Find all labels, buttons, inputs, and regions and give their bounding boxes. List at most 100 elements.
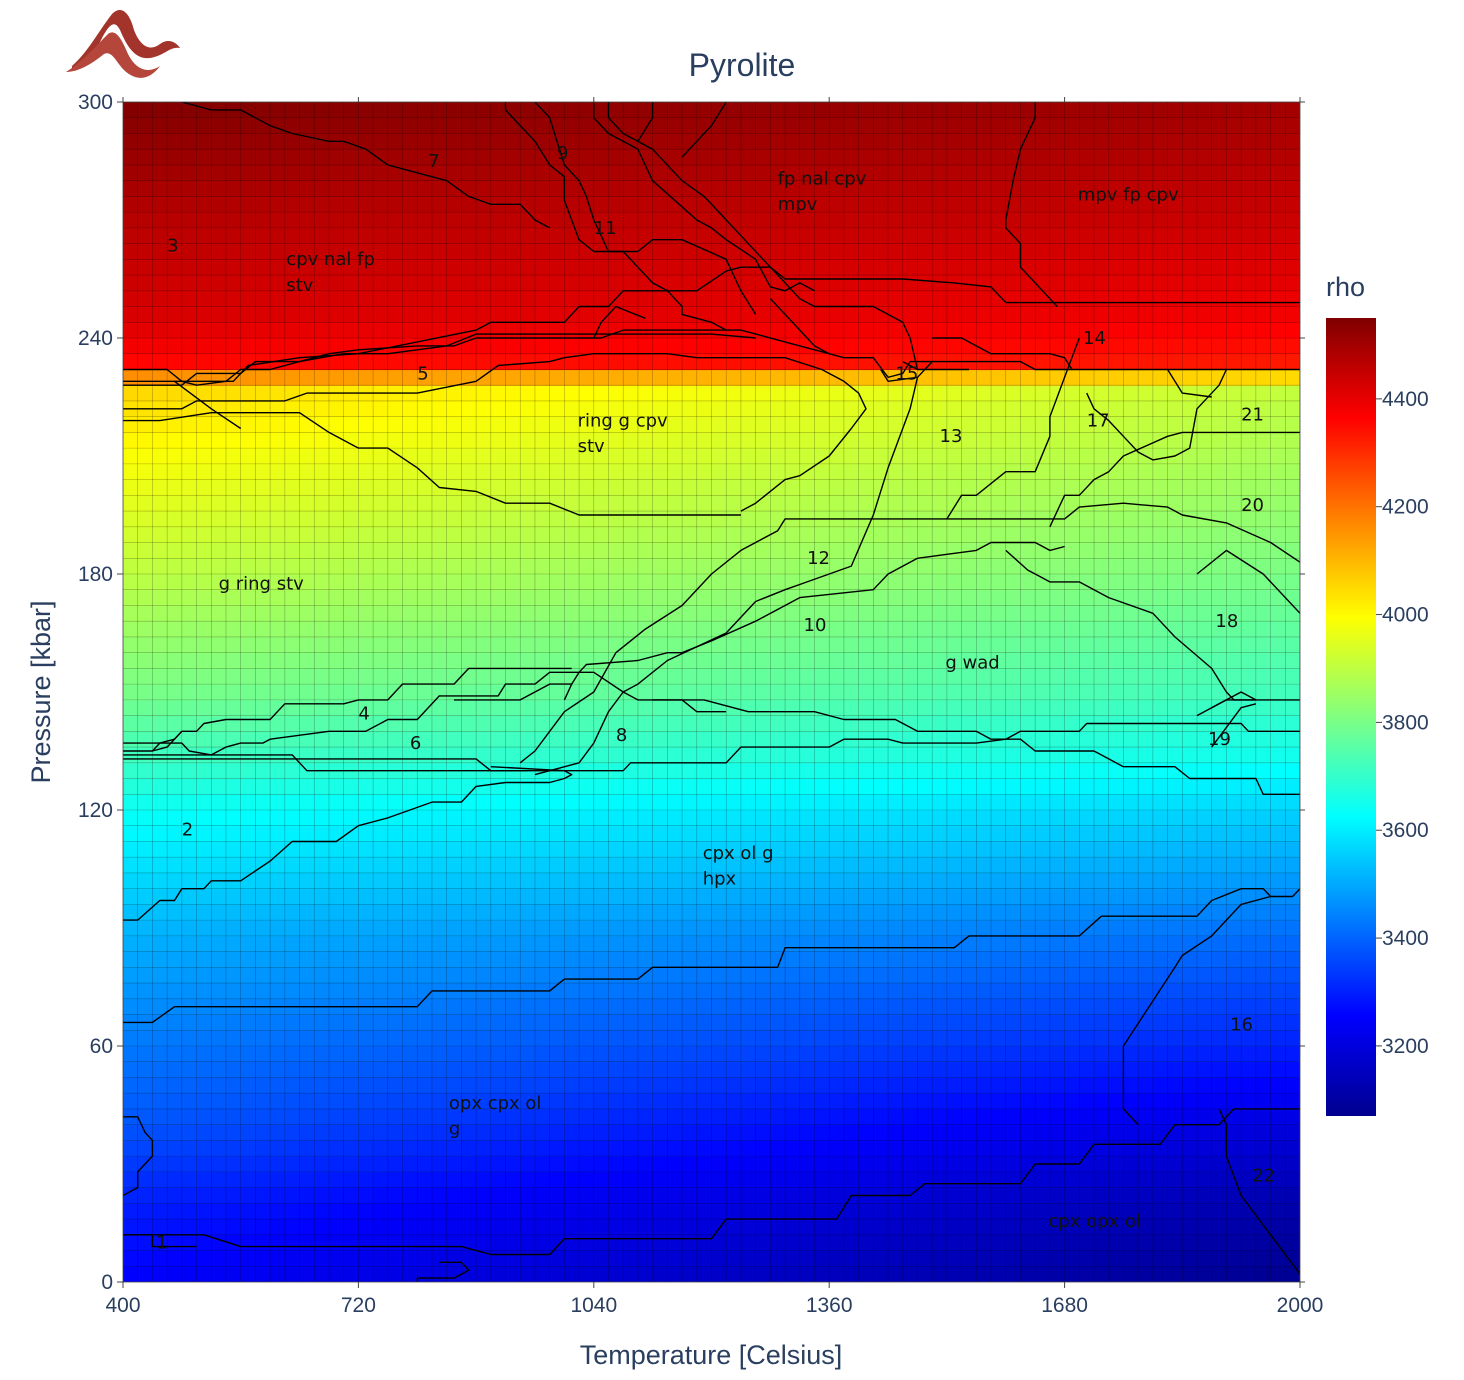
- heat-cell: [505, 243, 521, 260]
- heat-cell: [1064, 1108, 1080, 1126]
- heat-cell: [343, 416, 359, 433]
- heat-cell: [181, 212, 198, 229]
- heat-cell: [196, 353, 212, 371]
- heat-cell: [1005, 668, 1022, 685]
- heat-cell: [623, 259, 639, 276]
- heat-cell: [534, 1124, 551, 1141]
- heat-cell: [829, 967, 845, 984]
- heat-cell: [152, 872, 168, 890]
- heat-cell: [608, 715, 624, 732]
- heat-cell: [593, 1124, 610, 1141]
- heat-cell: [123, 290, 139, 308]
- heat-cell: [196, 778, 212, 795]
- heat-cell: [1064, 400, 1080, 418]
- heat-cell: [196, 904, 212, 921]
- heat-cell: [446, 605, 462, 622]
- heat-cell: [667, 998, 683, 1016]
- heat-cell: [755, 353, 771, 371]
- heat-cell: [358, 1030, 374, 1047]
- heat-cell: [1035, 338, 1051, 355]
- heat-cell: [137, 857, 154, 874]
- heat-cell: [623, 684, 639, 701]
- heat-cell: [667, 621, 683, 638]
- heat-cell: [682, 1124, 698, 1141]
- heat-cell: [314, 1234, 330, 1252]
- heat-cell: [387, 1014, 404, 1031]
- heat-cell: [902, 1030, 919, 1047]
- heat-cell: [858, 1203, 874, 1220]
- heat-cell: [1079, 935, 1095, 953]
- heat-cell: [284, 699, 301, 717]
- heat-cell: [137, 102, 154, 119]
- heat-cell: [446, 102, 462, 119]
- heat-cell: [682, 432, 698, 449]
- heat-cell: [917, 920, 933, 937]
- heat-cell: [137, 951, 154, 968]
- heat-cell: [785, 432, 801, 449]
- heat-cell: [1079, 652, 1095, 669]
- heat-cell: [152, 259, 168, 276]
- heat-cell: [123, 275, 139, 292]
- heat-cell: [946, 778, 963, 795]
- heat-cell: [976, 1266, 992, 1282]
- heat-cell: [461, 227, 477, 245]
- heat-cell: [608, 904, 624, 921]
- heat-cell: [888, 747, 904, 764]
- heat-cell: [299, 857, 315, 874]
- heat-cell: [623, 715, 639, 732]
- heat-cell: [534, 1266, 551, 1282]
- heat-cell: [917, 542, 933, 559]
- heat-cell: [564, 1266, 580, 1282]
- heat-cell: [123, 841, 139, 858]
- heat-cell: [520, 731, 536, 748]
- heat-cell: [888, 794, 904, 811]
- heat-cell: [167, 259, 183, 276]
- heat-cell: [682, 180, 698, 197]
- heat-cell: [902, 1014, 919, 1031]
- heat-cell: [637, 290, 654, 308]
- heat-cell: [991, 416, 1007, 433]
- heat-cell: [152, 212, 168, 229]
- heat-cell: [770, 841, 786, 858]
- heat-cell: [123, 605, 139, 622]
- heat-cell: [1005, 841, 1022, 858]
- heat-cell: [240, 825, 257, 843]
- heat-cell: [637, 306, 654, 323]
- heat-cell: [608, 463, 624, 481]
- heat-cell: [902, 558, 919, 575]
- heat-cell: [711, 1014, 727, 1031]
- heat-cell: [888, 1030, 904, 1047]
- heat-cell: [652, 227, 668, 245]
- heat-cell: [932, 322, 948, 339]
- heat-cell: [873, 102, 889, 119]
- heat-cell: [1035, 810, 1051, 827]
- heat-cell: [358, 589, 374, 607]
- heat-cell: [270, 259, 286, 276]
- heat-cell: [1049, 1219, 1066, 1236]
- heat-cell: [417, 322, 433, 339]
- heat-cell: [431, 1156, 448, 1173]
- heat-cell: [446, 778, 462, 795]
- heat-cell: [328, 967, 345, 984]
- heat-cell: [888, 1140, 904, 1157]
- heat-cell: [505, 117, 521, 135]
- heat-cell: [373, 448, 389, 465]
- heat-cell: [991, 825, 1007, 843]
- heat-cell: [623, 636, 639, 654]
- heat-cell: [652, 1187, 668, 1204]
- heat-cell: [1035, 652, 1051, 669]
- heat-cell: [461, 1014, 477, 1031]
- heat-cell: [829, 212, 845, 229]
- heat-cell: [932, 699, 948, 717]
- heat-cell: [1049, 1093, 1066, 1110]
- heat-cell: [167, 810, 183, 827]
- heat-cell: [652, 998, 668, 1016]
- heat-cell: [637, 747, 654, 764]
- heat-cell: [843, 322, 860, 339]
- heat-cell: [211, 479, 227, 496]
- heat-cell: [314, 180, 330, 197]
- heat-cell: [770, 1140, 786, 1157]
- heat-cell: [740, 196, 757, 213]
- heat-cell: [888, 888, 904, 905]
- heat-cell: [549, 825, 565, 843]
